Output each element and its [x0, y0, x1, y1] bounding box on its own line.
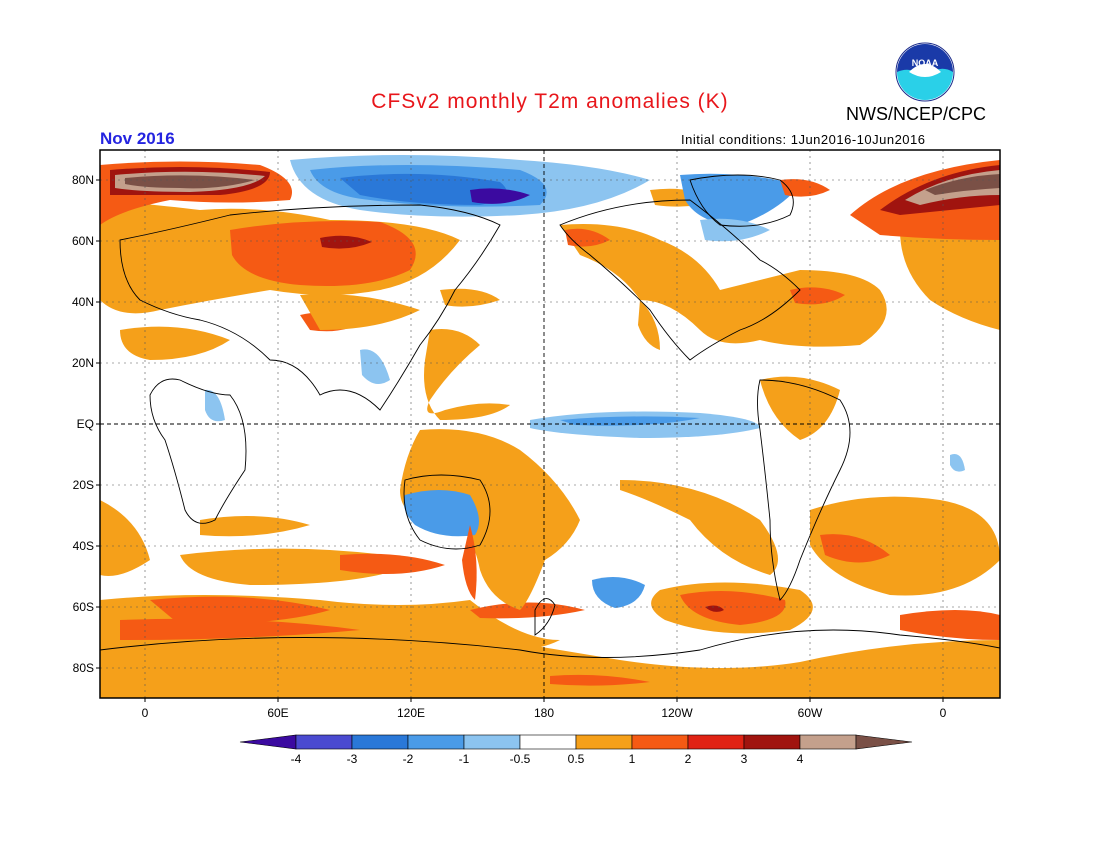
lon-label: 60E: [267, 706, 289, 720]
colorbar-segment: [407, 734, 465, 750]
initial-conditions: Initial conditions: 1Jun2016-10Jun2016: [681, 132, 926, 147]
chart-title: CFSv2 monthly T2m anomalies (K): [371, 90, 729, 113]
lon-label: 180: [533, 706, 555, 720]
colorbar-segment: [631, 734, 689, 750]
colorbar-segment: [855, 734, 913, 750]
lat-label: 20S: [72, 478, 94, 492]
lat-label: 80N: [71, 173, 94, 187]
colorbar-segment: [687, 734, 745, 750]
colorbar-segment: [743, 734, 801, 750]
lat-label: 60N: [71, 234, 94, 248]
lat-label: 80S: [72, 661, 94, 675]
colorbar-segment: [239, 734, 297, 750]
noaa-logo-icon: NOAA: [895, 42, 955, 102]
colorbar-tick-label: 0.5: [567, 752, 585, 766]
southern-warm-band: [100, 629, 1000, 698]
colorbar-segment: [519, 734, 577, 750]
colorbar-tick-label: 1: [628, 752, 636, 766]
lat-label: 20N: [71, 356, 94, 370]
colorbar-tick-label: -0.5: [509, 752, 531, 766]
colorbar: [239, 734, 913, 750]
colorbar-tick-label: -1: [458, 752, 470, 766]
lat-label: EQ: [76, 417, 94, 431]
lat-label: 60S: [72, 600, 94, 614]
tick-marks: [96, 179, 944, 702]
lon-label: 0: [939, 706, 947, 720]
lon-label: 120W: [661, 706, 693, 720]
lat-label: 40S: [72, 539, 94, 553]
colorbar-tick-label: 2: [684, 752, 692, 766]
equator-dateline: [100, 150, 1000, 698]
coastlines: [100, 174, 1000, 658]
colorbar-tick-label: -3: [346, 752, 358, 766]
lon-label: 120E: [396, 706, 426, 720]
gridlines: [100, 150, 1000, 698]
lat-label: 40N: [71, 295, 94, 309]
colorbar-tick-label: 3: [740, 752, 748, 766]
colorbar-tick-label: -4: [290, 752, 302, 766]
colorbar-segment: [575, 734, 633, 750]
colorbar-segment: [463, 734, 521, 750]
colorbar-segment: [295, 734, 353, 750]
colorbar-tick-label: 4: [796, 752, 804, 766]
north-america-warm: [560, 224, 887, 347]
colorbar-segment: [799, 734, 857, 750]
lon-label: 60W: [797, 706, 823, 720]
forecast-month: Nov 2016: [100, 129, 175, 148]
lon-label: 0: [141, 706, 149, 720]
agency-label: NWS/NCEP/CPC: [846, 104, 987, 124]
colorbar-segment: [351, 734, 409, 750]
noaa-logo-text: NOAA: [912, 58, 939, 68]
colorbar-tick-label: -2: [402, 752, 414, 766]
